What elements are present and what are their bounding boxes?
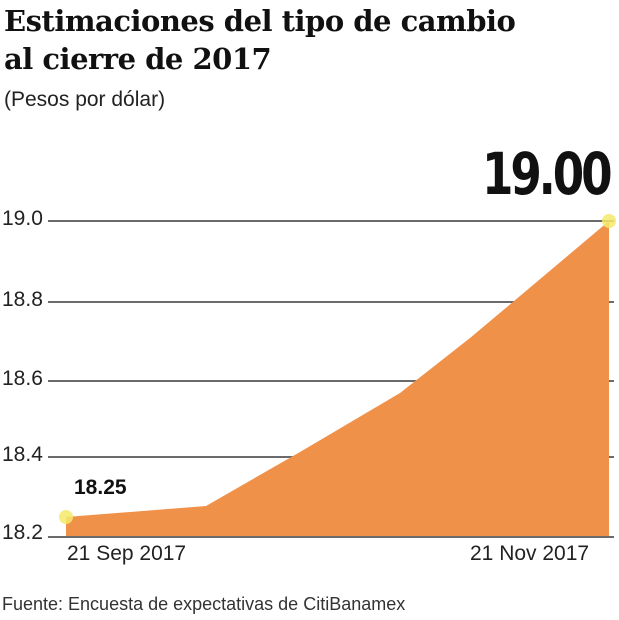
x-tick-start: 21 Sep 2017 bbox=[67, 542, 187, 565]
start-point-marker bbox=[59, 510, 73, 524]
chart-title: Estimaciones del tipo de cambio al cierr… bbox=[4, 2, 516, 78]
y-tick-18-2: 18.2 bbox=[2, 521, 43, 544]
x-tick-end: 21 Nov 2017 bbox=[470, 542, 590, 565]
end-point-marker bbox=[602, 214, 616, 228]
y-tick-18-6: 18.6 bbox=[2, 367, 43, 390]
y-tick-18-4: 18.4 bbox=[2, 443, 43, 466]
chart-title-line-2: al cierre de 2017 bbox=[4, 42, 272, 76]
area-series bbox=[66, 221, 609, 537]
end-value-label: 19.00 bbox=[481, 140, 612, 208]
chart-subtitle: (Pesos por dólar) bbox=[4, 88, 166, 111]
y-tick-19-0: 19.0 bbox=[2, 207, 43, 230]
chart-title-line-1: Estimaciones del tipo de cambio bbox=[4, 4, 516, 38]
source-note: Fuente: Encuesta de expectativas de Citi… bbox=[2, 594, 406, 614]
start-value-label: 18.25 bbox=[74, 476, 127, 499]
y-tick-18-8: 18.8 bbox=[2, 288, 43, 311]
